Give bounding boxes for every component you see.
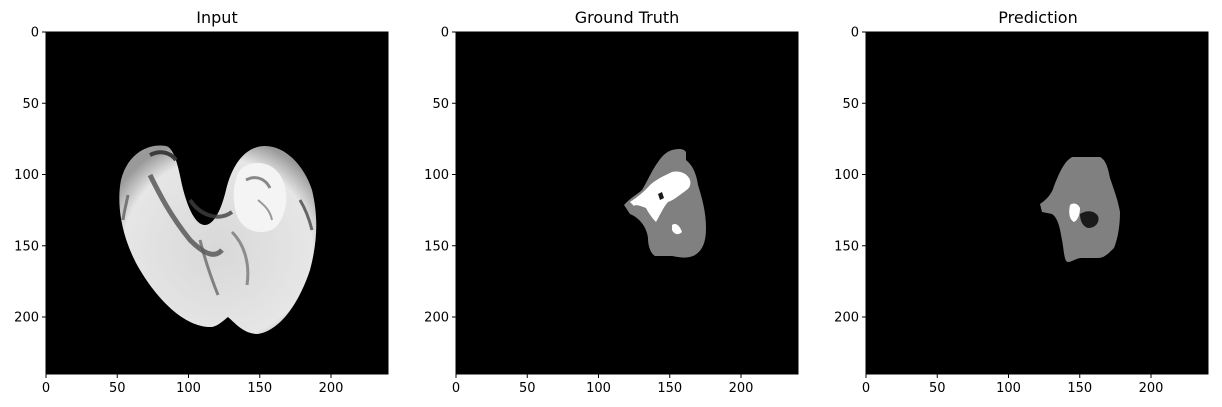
x-tick-label: 50 [109, 381, 126, 396]
x-tick-label: 200 [319, 381, 344, 396]
panel-title: Ground Truth [575, 8, 680, 27]
y-tick-label: 100 [424, 168, 449, 183]
panel-input: Input [45, 8, 389, 375]
brain-slice-image [119, 145, 317, 334]
y-tick-label: 100 [14, 168, 39, 183]
x-tick-label: 100 [586, 381, 611, 396]
panel-title: Prediction [998, 8, 1077, 27]
x-tick-label: 150 [657, 381, 682, 396]
x-tick-label: 50 [519, 381, 536, 396]
axis-ticks: 0 50 100 150 200 0 50 100 150 200 0 50 100 150 200 0 50 1… [14, 26, 1163, 397]
y-tick-label: 50 [842, 97, 859, 112]
x-tick-label: 0 [452, 381, 460, 396]
panel-ground-truth: Ground Truth [455, 8, 799, 375]
image-background [866, 32, 1208, 374]
panel-prediction: Prediction [865, 8, 1209, 375]
y-tick-label: 50 [22, 97, 39, 112]
y-tick-label: 200 [424, 311, 449, 326]
y-tick-label: 200 [834, 311, 859, 326]
y-tick-label: 150 [834, 239, 859, 254]
y-tick-label: 150 [14, 239, 39, 254]
x-tick-label: 150 [247, 381, 272, 396]
y-tick-label: 0 [31, 26, 39, 41]
y-tick-label: 50 [432, 97, 449, 112]
segmentation-mask [624, 148, 706, 258]
x-tick-label: 0 [42, 381, 50, 396]
axes-frame [45, 31, 389, 375]
prediction-mask [1040, 157, 1120, 262]
x-tick-label: 200 [1139, 381, 1164, 396]
x-tick-label: 100 [996, 381, 1021, 396]
x-tick-label: 200 [729, 381, 754, 396]
panel-title: Input [196, 8, 237, 27]
axes-frame [865, 31, 1209, 375]
y-tick-label: 100 [834, 168, 859, 183]
y-tick-label: 0 [851, 26, 859, 41]
axes-frame [455, 31, 799, 375]
x-tick-label: 0 [862, 381, 870, 396]
y-tick-label: 200 [14, 311, 39, 326]
y-tick-label: 150 [424, 239, 449, 254]
x-tick-label: 100 [176, 381, 201, 396]
y-tick-label: 0 [441, 26, 449, 41]
x-tick-label: 150 [1067, 381, 1092, 396]
x-tick-label: 50 [929, 381, 946, 396]
